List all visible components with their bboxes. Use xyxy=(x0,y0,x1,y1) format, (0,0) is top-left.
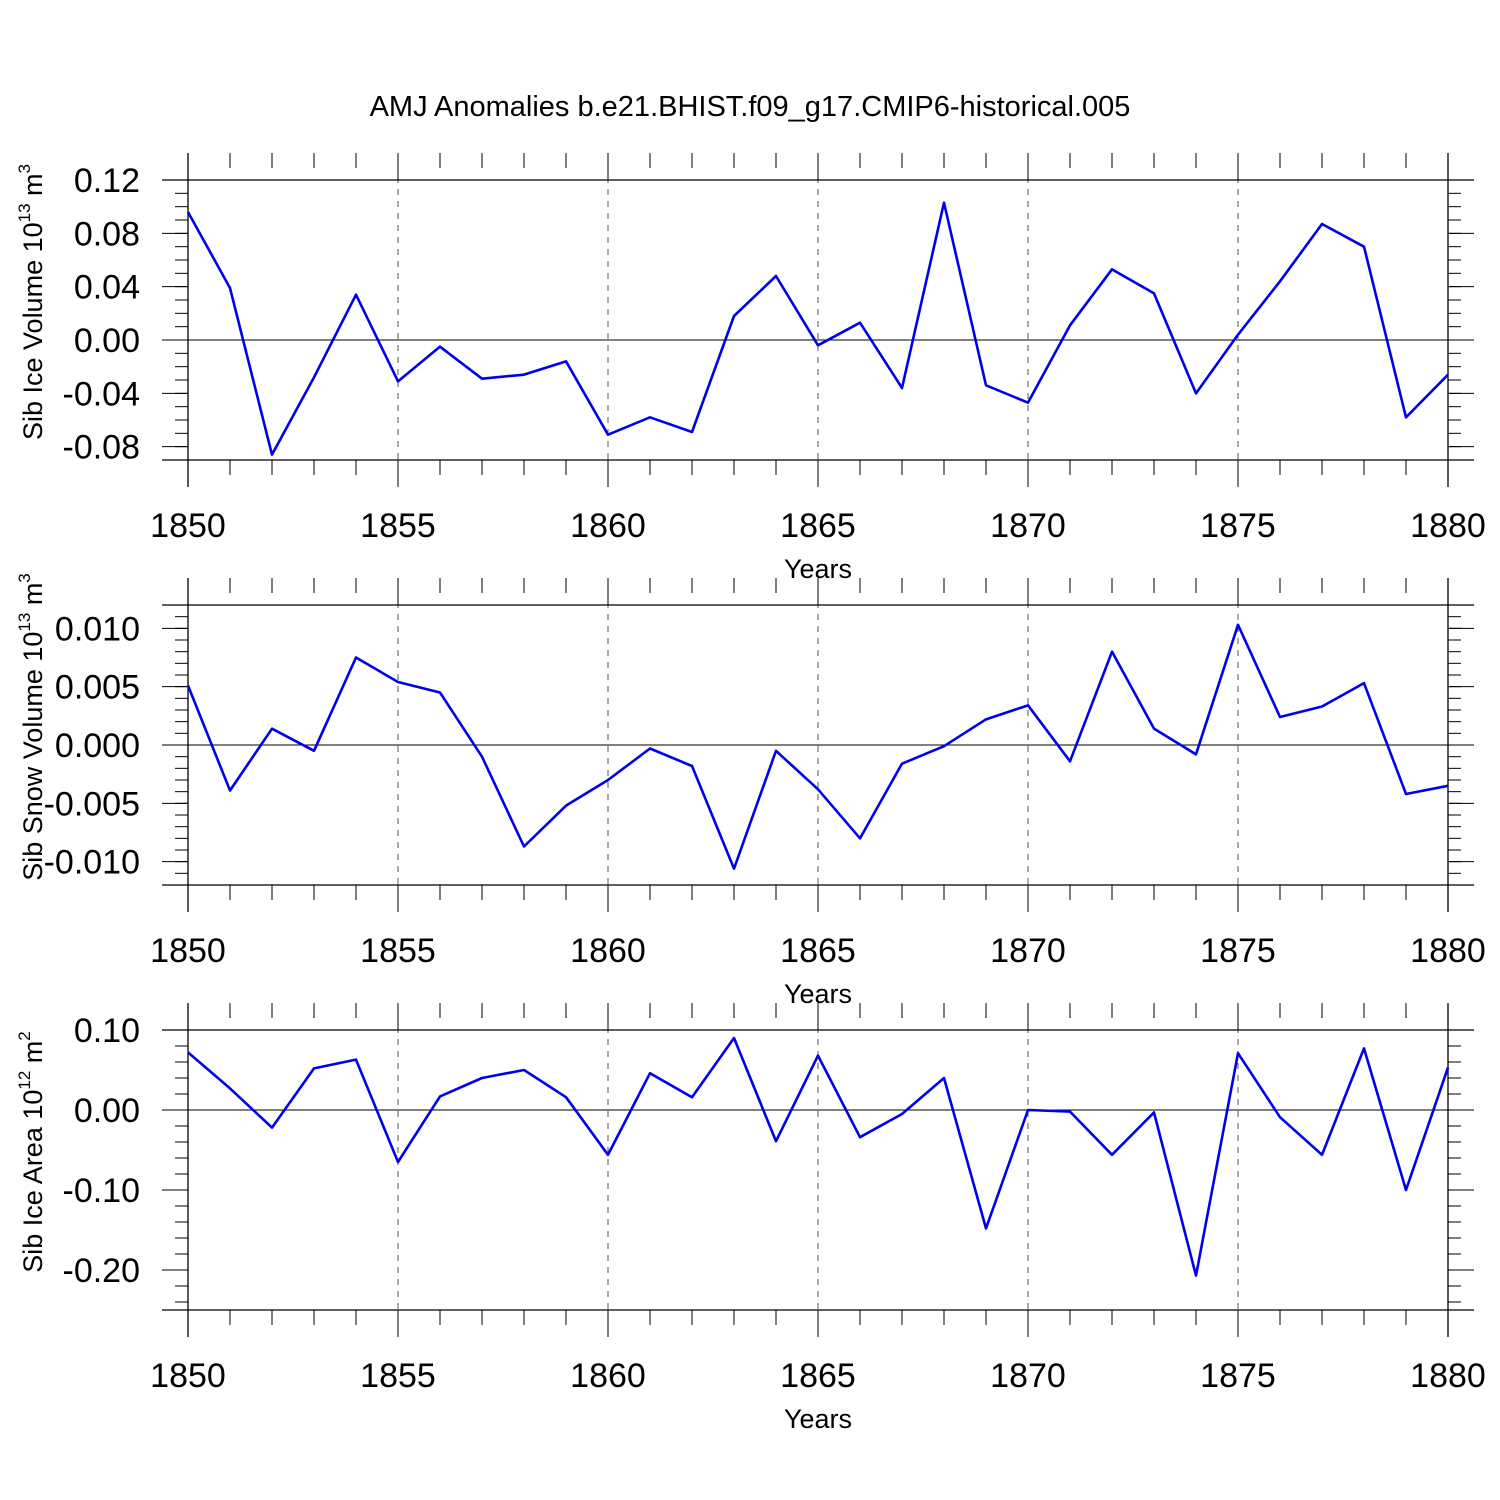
x-tick-label: 1855 xyxy=(360,1357,436,1395)
panel-snow-volume: 1850 1855 1860 1865 1870 1875 1880Years0.0100.… xyxy=(15,573,1486,1009)
panels: 1850 1855 1860 1865 1870 1875 1880 Years 0.12 0.0… xyxy=(15,153,1486,1434)
y-tick-label: -0.005 xyxy=(44,785,140,823)
y-axis-label-unit: m xyxy=(18,583,48,613)
x-tick-label: 1880 xyxy=(1410,1357,1486,1395)
x-tick-label: 1875 xyxy=(1200,1357,1276,1395)
series-line-ice-area xyxy=(187,1036,1450,1277)
x-tick-label: 1870 xyxy=(990,1357,1066,1395)
x-tick-label: 1860 xyxy=(570,1357,646,1395)
y-axis-label-unit: m xyxy=(18,1041,48,1071)
y-tick-label: 0.00 xyxy=(74,1092,140,1130)
y-tick-label: 0.04 xyxy=(74,269,140,307)
y-axis-label-exponent: 13 xyxy=(15,203,34,222)
x-tick-label: 1855 xyxy=(360,507,436,545)
x-tick-label: 1875 xyxy=(1200,932,1276,970)
y-axis-label-unit-power: 3 xyxy=(15,573,34,582)
x-tick-label: 1860 xyxy=(570,507,646,545)
y-tick-label: -0.08 xyxy=(63,429,141,467)
x-tick-label: 1850 xyxy=(150,932,226,970)
x-tick-label: 1855 xyxy=(360,932,436,970)
x-tick-label: 1875 xyxy=(1200,507,1276,545)
y-tick-label: -0.20 xyxy=(63,1252,141,1290)
y-axis-label: Sib Snow Volume 1013 m3 xyxy=(15,573,48,881)
y-tick-label: 0.12 xyxy=(74,162,140,200)
x-axis-label: Years xyxy=(784,1404,852,1434)
x-tick-label: 1880 xyxy=(1410,507,1486,545)
x-tick-label: 1860 xyxy=(570,932,646,970)
y-axis-label-text: Sib Ice Volume 10 xyxy=(18,222,48,440)
y-tick-label: 0.005 xyxy=(55,669,140,707)
x-tick-label: 1865 xyxy=(780,507,856,545)
x-tick-label: 1880 xyxy=(1410,932,1486,970)
y-axis-label-unit-power: 2 xyxy=(15,1031,34,1040)
y-tick-label: 0.010 xyxy=(55,610,140,648)
figure-title: AMJ Anomalies b.e21.BHIST.f09_g17.CMIP6-… xyxy=(370,91,1131,123)
x-tick-label: 1850 xyxy=(150,1357,226,1395)
series-line-ice-volume xyxy=(186,201,1449,456)
y-tick-label: -0.10 xyxy=(63,1172,141,1210)
y-tick-label: 0.10 xyxy=(74,1012,140,1050)
y-tick-label: 0.00 xyxy=(74,322,140,360)
y-axis-label: Sib Ice Volume 1013 m3 xyxy=(15,164,48,440)
y-tick-label: 0.08 xyxy=(74,215,140,253)
series-line-snow-volume xyxy=(186,623,1449,870)
x-tick-label: 1865 xyxy=(780,1357,856,1395)
x-tick-label: 1850 xyxy=(150,507,226,545)
y-axis-label-exponent: 13 xyxy=(15,613,34,632)
y-axis-label-unit-power: 3 xyxy=(15,164,34,173)
y-axis-label: Sib Ice Area 1012 m2 xyxy=(15,1031,48,1273)
x-tick-label: 1865 xyxy=(780,932,856,970)
y-axis-label-text: Sib Snow Volume 10 xyxy=(18,632,48,881)
y-axis-label-unit: m xyxy=(18,173,48,203)
y-tick-label: -0.04 xyxy=(63,375,141,413)
x-tick-label: 1870 xyxy=(990,932,1066,970)
panel-ice-volume: 1850 1855 1860 1865 1870 1875 1880Years0.120.0… xyxy=(15,153,1486,584)
x-tick-label: 1870 xyxy=(990,507,1066,545)
y-axis-label-exponent: 12 xyxy=(15,1071,34,1090)
y-tick-label: 0.000 xyxy=(55,727,140,765)
panel-ice-area: 1850 1855 1860 1865 1870 1875 1880 Years 0.10 0.0… xyxy=(15,1003,1486,1434)
y-tick-label: -0.010 xyxy=(44,844,140,882)
y-axis-label-text: Sib Ice Area 10 xyxy=(18,1090,48,1273)
